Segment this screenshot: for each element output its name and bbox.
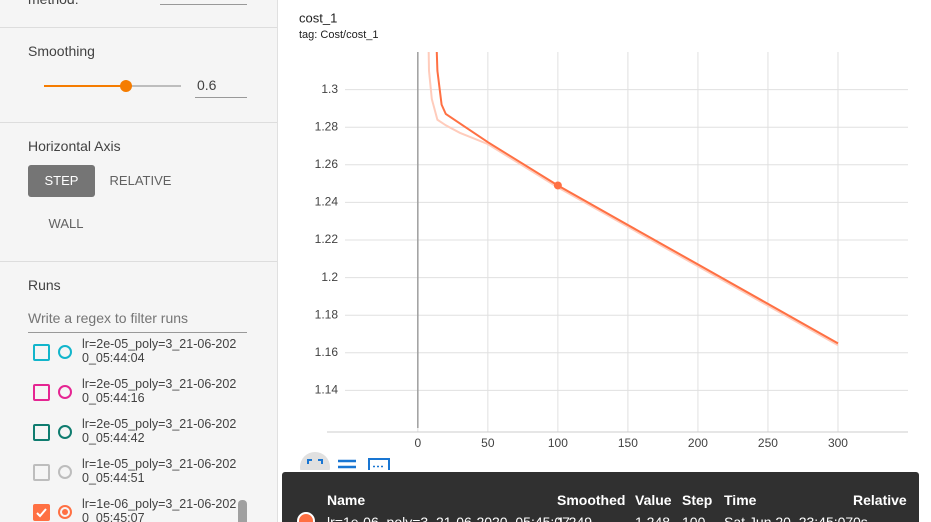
tooltip-header: Value: [635, 492, 672, 508]
tooltip-swatch: [297, 512, 315, 522]
y-tick-label: 1.24: [315, 195, 339, 209]
method-underline: [160, 4, 247, 5]
smoothing-value[interactable]: 0.6: [197, 77, 217, 93]
run-item: lr=2e-05_poly=3_21-06-2020_05:44:04: [32, 337, 247, 380]
tooltip-cell: 1.248: [635, 514, 671, 522]
run-checkbox[interactable]: [33, 344, 50, 361]
run-name: lr=2e-05_poly=3_21-06-2020_05:44:42: [82, 417, 237, 445]
run-color[interactable]: [58, 385, 72, 399]
filter-underline: [28, 332, 247, 333]
run-filter[interactable]: Write a regex to filter runs: [28, 310, 189, 326]
y-tick-label: 1.3: [321, 82, 338, 96]
run-color[interactable]: [58, 345, 72, 359]
slider-fill: [44, 85, 127, 87]
tool-bg: [300, 452, 330, 470]
run-checkbox[interactable]: [33, 464, 50, 481]
chart-subtitle: tag: Cost/cost_1: [299, 29, 379, 41]
method-label: method:: [28, 0, 79, 7]
y-tick-label: 1.22: [315, 232, 339, 246]
run-checkbox[interactable]: [33, 504, 50, 521]
run-color[interactable]: [58, 425, 72, 439]
chart-tools: [300, 452, 390, 470]
run-name: lr=2e-05_poly=3_21-06-2020_05:44:16: [82, 377, 237, 405]
y-tick-label: 1.28: [315, 119, 339, 133]
y-tick-label: 1.18: [315, 307, 339, 321]
y-tick-label: 1.14: [315, 383, 339, 397]
run-name: lr=1e-05_poly=3_21-06-2020_05:44:51: [82, 457, 237, 485]
scrollbar[interactable]: [238, 500, 247, 522]
hover-point: [553, 181, 562, 190]
axis-option[interactable]: RELATIVE: [109, 173, 172, 188]
x-tick-label: 150: [618, 436, 638, 450]
x-tick-label: 200: [688, 436, 708, 450]
tooltip-cell: 0s: [853, 514, 868, 522]
runs-label: Runs: [28, 277, 61, 293]
y-tick-label: 1.2: [321, 270, 338, 284]
horizontal-axis-label: Horizontal Axis: [28, 138, 121, 154]
separator: [0, 27, 277, 28]
y-tick-label: 1.16: [315, 345, 339, 359]
tooltip-header: Name: [327, 492, 366, 508]
line: [427, 52, 839, 347]
run-item: lr=2e-05_poly=3_21-06-2020_05:44:16: [32, 377, 247, 420]
axis-option[interactable]: STEP: [28, 165, 95, 197]
run-color[interactable]: [58, 465, 72, 479]
line: [435, 52, 839, 345]
tooltip: Name Smoothed Value Step Time Relative lr=1e-0…: [282, 472, 919, 522]
tooltip-header: Relative: [853, 492, 907, 508]
sidebar: method: Smoothing 0.6 Horizontal Axis ST…: [0, 0, 278, 522]
slider-knob[interactable]: [120, 80, 133, 92]
run-name: lr=1e-06_poly=3_21-06-2020_05:45:07: [82, 497, 237, 522]
tooltip-cell: lr=1e-06_poly=3_21-06-2020_05:45:07: [327, 514, 570, 522]
run-item: lr=1e-06_poly=3_21-06-2020_05:45:07: [32, 497, 247, 522]
smoothing-label: Smoothing: [28, 43, 95, 59]
y-tick-label: 1.26: [315, 157, 339, 171]
x-tick-label: 300: [828, 436, 848, 450]
x-tick-label: 50: [481, 436, 495, 450]
tooltip-header: Step: [682, 492, 713, 508]
x-tick-label: 250: [758, 436, 778, 450]
separator: [0, 261, 277, 262]
run-checkbox[interactable]: [33, 424, 50, 441]
separator: [0, 122, 277, 123]
chart-title: cost_1: [299, 10, 337, 25]
tooltip-cell: 100: [682, 514, 706, 522]
tooltip-cell: Sat Jun 20, 23:45:07: [724, 514, 854, 522]
run-name: lr=2e-05_poly=3_21-06-2020_05:44:04: [82, 337, 237, 365]
run-item: lr=1e-05_poly=3_21-06-2020_05:44:51: [32, 457, 247, 500]
tooltip-cell: 1.249: [557, 514, 593, 522]
run-color[interactable]: [58, 505, 72, 519]
axis-option[interactable]: WALL: [48, 216, 84, 231]
tooltip-header: Time: [724, 492, 757, 508]
log-icon[interactable]: [338, 459, 356, 470]
fit-icon[interactable]: [307, 459, 323, 470]
run-checkbox[interactable]: [33, 384, 50, 401]
x-tick-label: 0: [414, 436, 421, 450]
tooltip-header: Smoothed: [557, 492, 626, 508]
expand-icon[interactable]: [368, 458, 390, 470]
input-underline: [195, 97, 247, 98]
chart: cost_1 tag: Cost/cost_1 1.14 1.16 1.18 1.2 1…: [299, 10, 908, 470]
run-item: lr=2e-05_poly=3_21-06-2020_05:44:42: [32, 417, 247, 460]
x-tick-label: 100: [548, 436, 568, 450]
